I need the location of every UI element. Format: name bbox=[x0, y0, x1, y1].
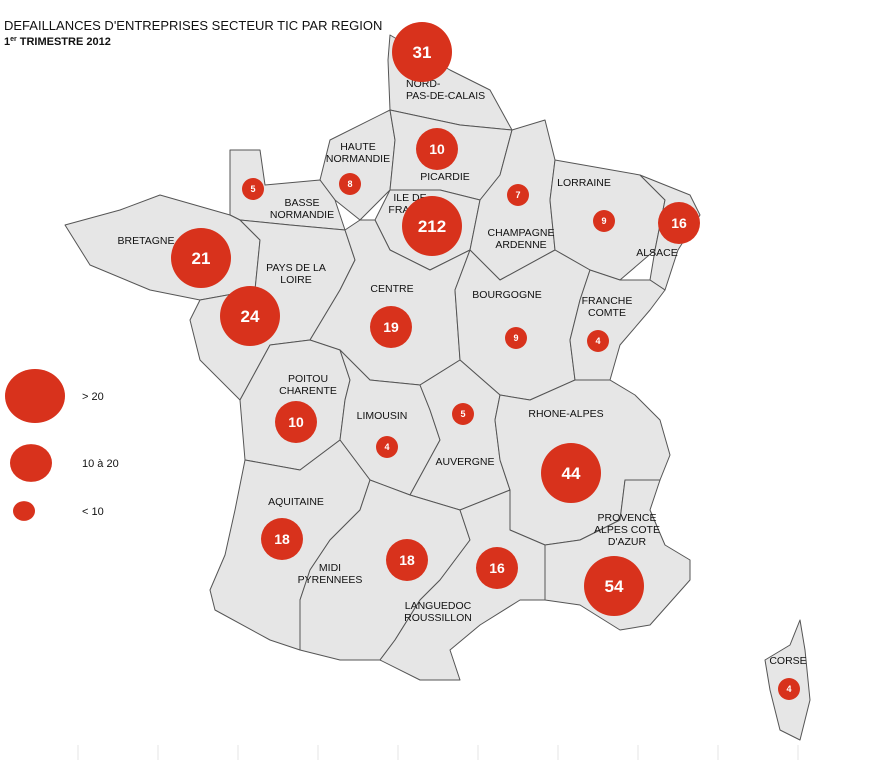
legend-label: > 20 bbox=[82, 391, 104, 403]
bubble bbox=[376, 436, 398, 458]
region-label: ALPES COTE bbox=[594, 524, 660, 536]
legend-label: 10 à 20 bbox=[82, 458, 119, 470]
bubble bbox=[505, 327, 527, 349]
region-label: PAYS DE LA bbox=[266, 262, 326, 274]
subtitle: 1er TRIMESTRE 2012 bbox=[4, 36, 111, 48]
bubble-value: 16 bbox=[671, 215, 687, 231]
bubble bbox=[593, 210, 615, 232]
region-label: ROUSSILLON bbox=[404, 612, 472, 624]
region-label: CHARENTE bbox=[279, 385, 337, 397]
region-label: COMTE bbox=[588, 307, 626, 319]
bubble bbox=[339, 173, 361, 195]
region-label: CENTRE bbox=[370, 283, 413, 295]
bubble bbox=[587, 330, 609, 352]
bubble bbox=[242, 178, 264, 200]
bubble-value: 4 bbox=[384, 442, 389, 452]
region-label: CHAMPAGNE bbox=[488, 227, 555, 239]
bubble bbox=[541, 443, 601, 503]
bubble bbox=[275, 401, 317, 443]
bubble-value: 4 bbox=[786, 684, 791, 694]
bubble bbox=[507, 184, 529, 206]
bubble bbox=[392, 22, 452, 82]
bubble-value: 19 bbox=[383, 319, 399, 335]
region-label: BRETAGNE bbox=[118, 235, 175, 247]
region-label: D'AZUR bbox=[608, 536, 647, 548]
bubble bbox=[402, 196, 462, 256]
bubble bbox=[370, 306, 412, 348]
bubble-value: 4 bbox=[595, 336, 600, 346]
bubble-value: 18 bbox=[399, 552, 415, 568]
bubble bbox=[778, 678, 800, 700]
region-label: HAUTE bbox=[340, 141, 376, 153]
bubble-value: 9 bbox=[601, 216, 606, 226]
title: DEFAILLANCES D'ENTREPRISES SECTEUR TIC P… bbox=[4, 18, 382, 33]
legend-swatch bbox=[13, 501, 35, 521]
region-label: AUVERGNE bbox=[436, 456, 495, 468]
region-label: BASSE bbox=[284, 197, 319, 209]
bubble-value: 44 bbox=[562, 464, 581, 483]
bubble bbox=[658, 202, 700, 244]
legend: > 20 10 à 20 < 10 bbox=[5, 369, 119, 521]
bubble-value: 212 bbox=[418, 217, 446, 236]
bubble-value: 5 bbox=[460, 409, 465, 419]
bubble-value: 21 bbox=[192, 249, 211, 268]
bubble bbox=[220, 286, 280, 346]
bubble bbox=[416, 128, 458, 170]
region-label: PYRENNEES bbox=[298, 574, 363, 586]
region-shape bbox=[544, 479, 691, 631]
region-label: LIMOUSIN bbox=[357, 410, 408, 422]
region-label: CORSE bbox=[769, 655, 806, 667]
region-label: LANGUEDOC bbox=[405, 600, 472, 612]
region-shape bbox=[569, 269, 666, 381]
bubble-value: 5 bbox=[250, 184, 255, 194]
bubble-value: 16 bbox=[489, 560, 505, 576]
region-label: LORRAINE bbox=[557, 177, 611, 189]
region-label: NORMANDIE bbox=[270, 209, 334, 221]
bubble-value: 24 bbox=[241, 307, 260, 326]
bubble bbox=[386, 539, 428, 581]
bubble bbox=[476, 547, 518, 589]
bubble-value: 8 bbox=[347, 179, 352, 189]
bubble bbox=[261, 518, 303, 560]
region-labels: NORD-PAS-DE-CALAISHAUTENORMANDIEBASSENOR… bbox=[118, 78, 807, 667]
region-label: NORMANDIE bbox=[326, 153, 390, 165]
bubble-value: 7 bbox=[515, 190, 520, 200]
bubble-value: 9 bbox=[513, 333, 518, 343]
bottom-ticks bbox=[77, 745, 799, 760]
region-label: RHONE-ALPES bbox=[528, 408, 603, 420]
region-label: LOIRE bbox=[280, 274, 312, 286]
region-label: AQUITAINE bbox=[268, 496, 324, 508]
region-shape bbox=[379, 489, 546, 681]
bubble-value: 10 bbox=[429, 141, 445, 157]
legend-label: < 10 bbox=[82, 506, 104, 518]
bubble bbox=[584, 556, 644, 616]
legend-swatch bbox=[5, 369, 65, 423]
region-label: FRANCHE bbox=[582, 295, 633, 307]
region-label: PICARDIE bbox=[420, 171, 470, 183]
region-label: ARDENNE bbox=[495, 239, 546, 251]
region-label: MIDI bbox=[319, 562, 341, 574]
bubble-value: 54 bbox=[605, 577, 624, 596]
bubble bbox=[452, 403, 474, 425]
bubble-value: 31 bbox=[413, 43, 432, 62]
bubble bbox=[171, 228, 231, 288]
bubble-value: 10 bbox=[288, 414, 304, 430]
region-label: PAS-DE-CALAIS bbox=[406, 90, 485, 102]
region-label: POITOU bbox=[288, 373, 328, 385]
region-label: ALSACE bbox=[636, 247, 677, 259]
legend-swatch bbox=[10, 444, 52, 482]
region-label: PROVENCE bbox=[598, 512, 657, 524]
region-label: BOURGOGNE bbox=[472, 289, 541, 301]
bubble-value: 18 bbox=[274, 531, 290, 547]
